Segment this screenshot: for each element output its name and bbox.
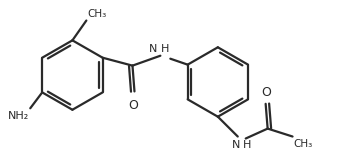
Text: CH₃: CH₃ [294, 139, 313, 148]
Text: O: O [262, 86, 271, 99]
Text: H: H [161, 44, 170, 54]
Text: CH₃: CH₃ [87, 8, 107, 19]
Text: H: H [243, 140, 251, 149]
Text: N: N [149, 44, 157, 54]
Text: O: O [128, 99, 138, 112]
Text: N: N [232, 140, 240, 149]
Text: NH₂: NH₂ [8, 111, 29, 121]
